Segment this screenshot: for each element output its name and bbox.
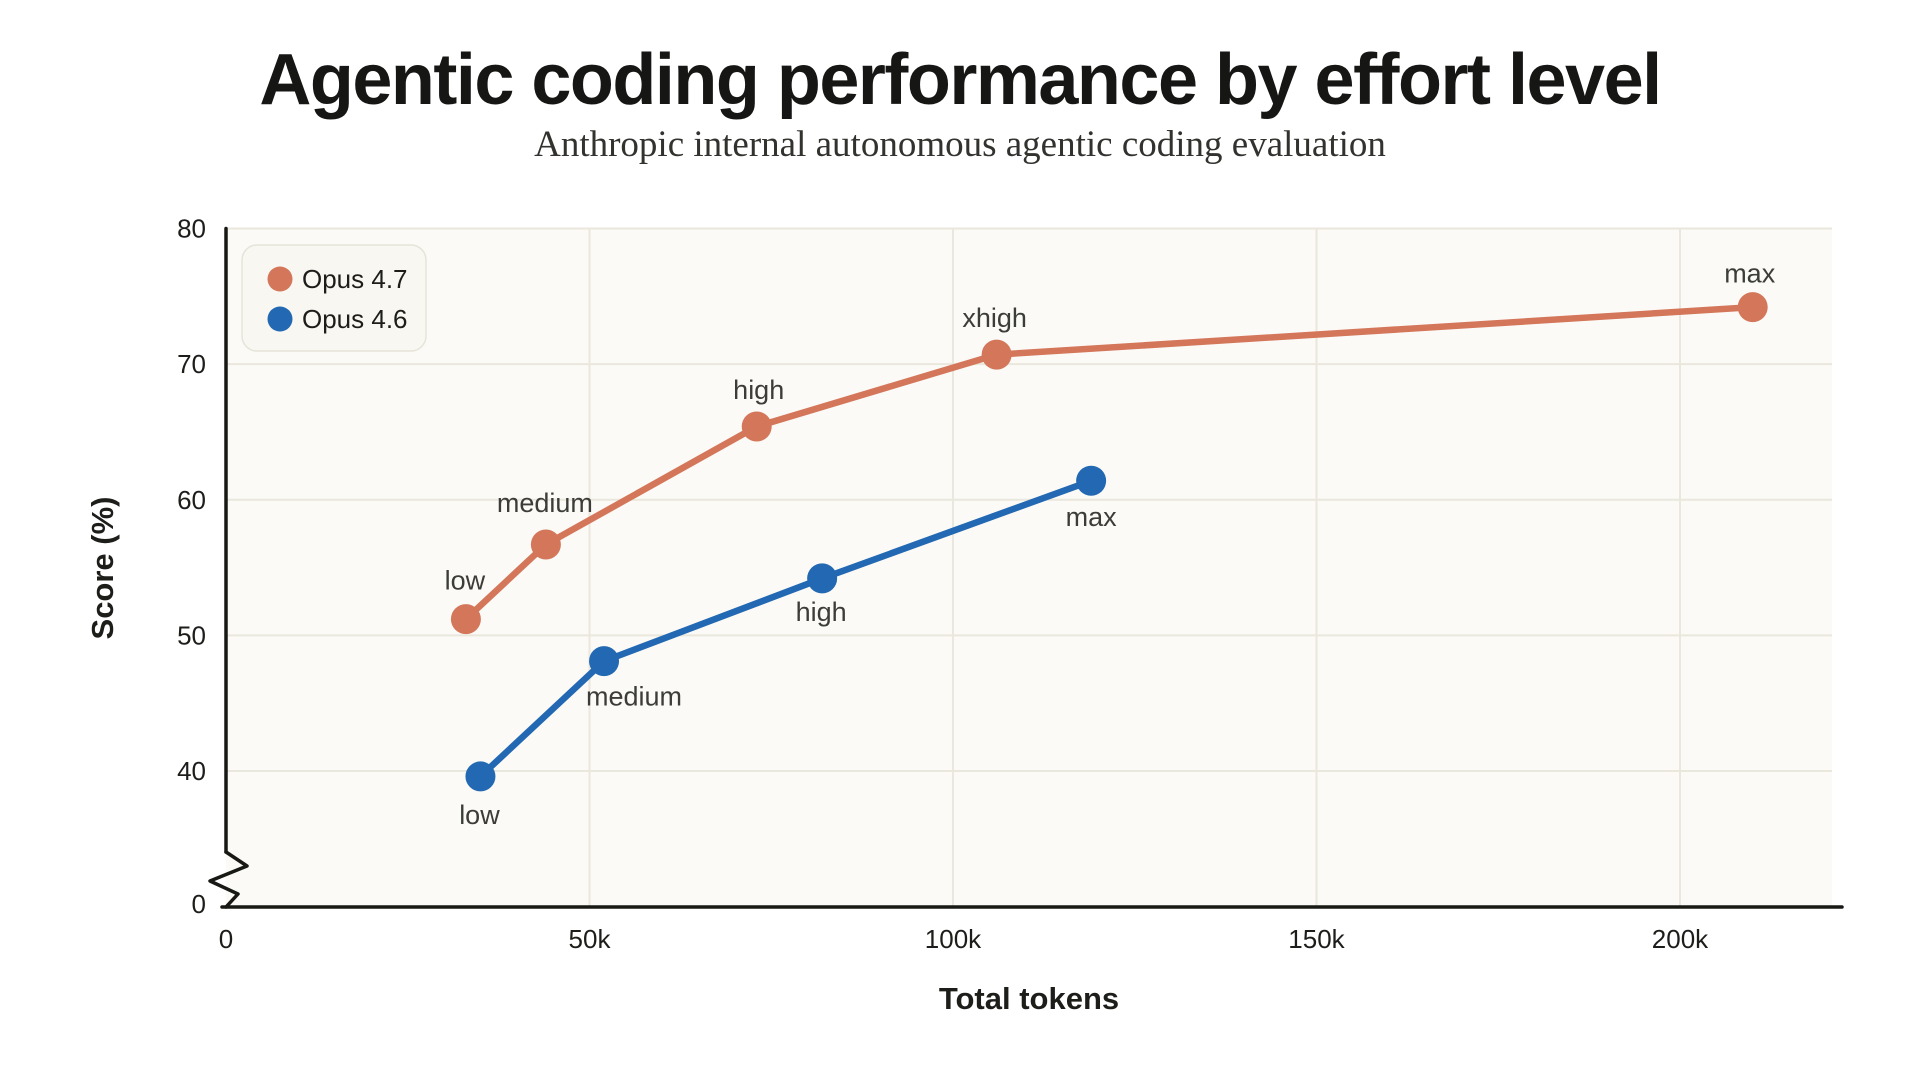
point-label-opus-4-6-max: max	[1066, 502, 1118, 532]
axes	[208, 226, 1844, 909]
point-label-opus-4-6-high: high	[796, 597, 847, 627]
legend-label-opus-4-6: Opus 4.6	[302, 304, 408, 334]
x-tick-50k: 50k	[569, 924, 612, 954]
y-axis-title: Score (%)	[85, 497, 120, 640]
y-tick-60: 60	[177, 485, 206, 515]
x-tick-200k: 200k	[1652, 924, 1709, 954]
y-axis-break	[208, 850, 249, 909]
point-label-opus-4-6-medium: medium	[586, 682, 682, 712]
legend: Opus 4.7 Opus 4.6	[241, 244, 427, 352]
x-tick-100k: 100k	[925, 924, 982, 954]
legend-box	[241, 244, 427, 352]
data-point-opus-4-7-low	[450, 604, 481, 635]
series-opus-4-7: low medium high xhigh max	[445, 259, 1776, 635]
data-point-opus-4-7-xhigh	[981, 339, 1012, 370]
point-label-opus-4-6-low: low	[459, 800, 500, 830]
chart-title: Agentic coding performance by effort lev…	[259, 40, 1662, 120]
data-point-opus-4-6-low	[465, 761, 496, 792]
series-opus-4-6: low medium high max	[459, 465, 1118, 830]
data-point-opus-4-7-max	[1737, 292, 1768, 323]
data-point-opus-4-6-high	[807, 563, 838, 594]
point-label-opus-4-7-max: max	[1724, 259, 1776, 289]
legend-swatch-opus-4-7	[267, 266, 293, 292]
y-tick-50: 50	[177, 620, 206, 650]
data-point-opus-4-6-max	[1076, 465, 1107, 496]
y-tick-80: 80	[177, 214, 206, 244]
data-point-opus-4-7-medium	[530, 529, 561, 560]
plot-background	[226, 228, 1832, 907]
point-label-opus-4-7-low: low	[445, 566, 486, 596]
x-tick-150k: 150k	[1288, 924, 1345, 954]
gridlines	[226, 227, 1832, 907]
point-label-opus-4-7-medium: medium	[497, 488, 593, 518]
legend-swatch-opus-4-6	[267, 306, 293, 332]
x-tick-0: 0	[219, 924, 233, 954]
point-label-opus-4-7-xhigh: xhigh	[962, 303, 1027, 333]
data-point-opus-4-7-high	[741, 411, 772, 442]
legend-label-opus-4-7: Opus 4.7	[302, 264, 408, 294]
y-tick-origin: 0	[192, 889, 206, 919]
point-label-opus-4-7-high: high	[733, 375, 784, 405]
y-tick-70: 70	[177, 349, 206, 379]
y-tick-40: 40	[177, 756, 206, 786]
data-point-opus-4-6-medium	[589, 646, 620, 677]
chart-subtitle: Anthropic internal autonomous agentic co…	[534, 124, 1386, 165]
series-line-opus-4-6	[477, 477, 1095, 780]
tick-labels: 40 50 60 70 80 00 50k 100k 150k 200k	[177, 214, 1709, 954]
x-axis-title: Total tokens	[939, 981, 1119, 1016]
